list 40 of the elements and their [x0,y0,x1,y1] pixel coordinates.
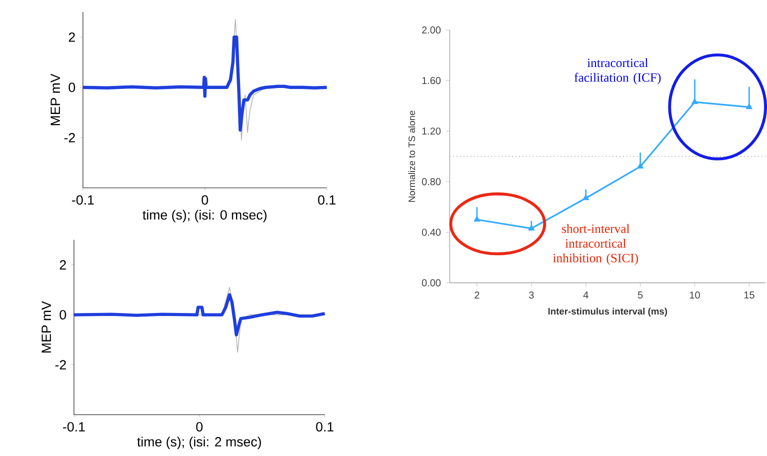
x-tick-label: -0.1 [72,195,94,205]
point [582,194,590,200]
x-tick-label: 0.1 [318,195,336,205]
y-tick-label: 1.60 [422,77,441,84]
point [691,98,698,104]
y-tick-label: 2 [60,260,66,270]
x-tick-label: 10 [690,292,700,299]
y-axis-title: Normalize to TS alone [408,110,416,202]
y-tick-label: 0.40 [422,228,441,236]
annotation: intracortical facilitation (ICF) [574,58,661,84]
x-tick-label: 4 [583,292,588,299]
y-axis-title: MEP mV [50,74,60,126]
y-tick-label: 1.20 [422,128,441,135]
y-tick-label: 0.80 [422,178,441,186]
y-tick-label: 0 [68,82,76,92]
y-tick-label: 2.00 [422,26,441,34]
y-tick-label: 0 [60,310,66,320]
point [528,224,535,231]
x-tick-label: -0.1 [63,422,85,432]
y-axis-title: MEP mV [42,301,51,353]
x-tick-label: 0.1 [316,422,334,432]
point [746,104,752,110]
annotation: short-interval intracortical inhibition (SICI) [553,224,638,266]
y-tick-label: -2 [64,133,75,142]
x-tick-label: 0 [202,195,208,205]
y-tick-label: 0.00 [422,279,441,287]
line-series [81,36,328,132]
x-axis-title: time (s); (isi: 0 msec) [142,210,266,222]
y-tick-label: -2 [55,360,66,370]
line-series [72,293,326,337]
x-axis-title: Inter-stimulus interval (ms) [548,308,668,317]
point [474,216,480,222]
x-tick-label: 5 [638,292,643,299]
x-tick-label: 3 [529,292,534,299]
x-tick-label: 15 [744,292,754,299]
point [637,162,644,169]
x-axis-title: time (s); (isi: 2 msec) [137,436,261,450]
y-tick-label: 2 [68,32,75,42]
x-tick-label: 2 [474,292,480,299]
x-tick-label: 0 [196,422,203,432]
